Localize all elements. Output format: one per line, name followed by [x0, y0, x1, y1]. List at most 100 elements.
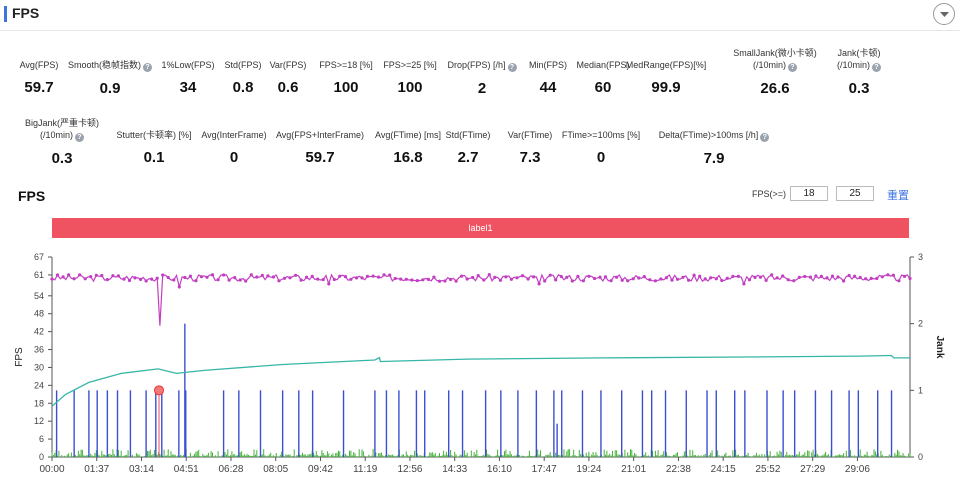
threshold-input-2[interactable]: [836, 186, 874, 201]
x-tick-label: 12:56: [397, 464, 422, 475]
collapse-button[interactable]: [933, 3, 955, 25]
fps-point: [825, 276, 829, 280]
fps-point: [338, 274, 342, 278]
fps-point: [216, 278, 220, 282]
fps-point: [698, 274, 702, 278]
stat-label: Var(FTime): [470, 129, 590, 141]
fps-point: [454, 279, 458, 283]
stat-label-unit: (/10min)?: [2, 129, 122, 142]
cumulative-series: [51, 354, 910, 407]
stat-value: 34: [179, 79, 197, 96]
help-icon[interactable]: ?: [143, 63, 152, 72]
y-left-tick-label: 24: [34, 380, 44, 390]
fps-point: [869, 276, 873, 280]
fps-point: [188, 274, 192, 278]
fps-point: [210, 273, 215, 277]
fps-point: [421, 278, 425, 282]
y-left-axis-label: FPS: [14, 347, 25, 367]
fps-point: [55, 273, 60, 277]
stat-value: 0.8: [232, 79, 254, 96]
fps-point: [327, 282, 331, 286]
fps-point: [94, 273, 98, 277]
help-icon[interactable]: ?: [760, 133, 770, 142]
stat-label: Jank(卡顿): [799, 47, 919, 59]
fps-point: [222, 273, 226, 277]
fps-point: [886, 273, 890, 277]
fps-point: [664, 276, 669, 280]
stat-label-text: Min(FPS): [529, 60, 567, 70]
stat-label-text: SmallJank(微小卡顿): [733, 48, 817, 58]
threshold-input-1[interactable]: [790, 186, 828, 201]
stat-value: 0.1: [143, 149, 165, 166]
y-left-tick-label: 0: [39, 452, 44, 462]
stat-label: Min(FPS): [488, 59, 608, 71]
help-icon[interactable]: ?: [507, 63, 517, 72]
fps-point: [332, 277, 336, 282]
stat-label: FPS>=18 [%]: [286, 59, 406, 71]
stat-stats_row1-0: Avg(FPS) 59.7: [0, 59, 99, 96]
chart-title: FPS: [18, 188, 46, 204]
fps-point: [305, 275, 309, 279]
fps-point: [437, 279, 442, 283]
stat-label: BigJank(严重卡顿): [2, 117, 122, 129]
fps-point: [559, 274, 563, 279]
fps-point: [78, 273, 82, 277]
fps-point: [260, 273, 264, 277]
fps-point: [404, 277, 408, 281]
stat-label: Stutter(卡顿率) [%]: [94, 129, 214, 141]
stat-value: 0.9: [99, 80, 121, 97]
fps-point: [709, 276, 713, 280]
help-icon[interactable]: ?: [872, 63, 881, 72]
x-tick-label: 09:42: [308, 464, 333, 475]
stat-value: 2.7: [457, 149, 479, 166]
y-left-tick-label: 67: [34, 252, 44, 262]
fps-point: [565, 275, 569, 279]
fps-point: [747, 278, 752, 282]
stat-label-unit: (/10min)?: [715, 59, 835, 72]
fps-point: [681, 275, 685, 279]
help-icon[interactable]: ?: [75, 133, 84, 142]
fps-point: [122, 277, 126, 281]
y-right-axis-label: Jank: [934, 336, 945, 359]
fps-point: [72, 277, 76, 281]
fps-point: [543, 279, 547, 283]
fps-point: [360, 276, 364, 280]
reset-link[interactable]: 重置: [887, 190, 909, 202]
fps-point: [897, 279, 901, 283]
threshold-label: FPS(>=): [752, 189, 787, 199]
stat-label: Smooth(稳帧指数)?: [50, 59, 170, 72]
fps-point: [548, 273, 552, 277]
stat-label: Var(FPS): [228, 59, 348, 71]
stat-stats_row2-0: BigJank(严重卡顿) (/10min)? 0.3: [2, 117, 122, 167]
x-tick-label: 11:19: [353, 464, 378, 475]
fps-point: [532, 275, 536, 279]
stat-value: 0: [229, 149, 239, 166]
fps-point: [399, 277, 403, 281]
stat-label-text: Avg(FPS): [19, 60, 59, 70]
label-bar[interactable]: label1: [52, 218, 909, 238]
stat-label-text: Std(FPS): [224, 60, 262, 70]
small-jank-series: [51, 449, 911, 457]
stat-label-text: FTime>=100ms [%]: [561, 130, 641, 140]
fps-point: [653, 279, 658, 283]
help-icon[interactable]: ?: [788, 63, 797, 72]
fps-point: [371, 274, 375, 278]
fps-point: [520, 274, 525, 278]
fps-point: [615, 275, 619, 279]
stat-stats_row1-11: SmallJank(微小卡顿) (/10min)? 26.6: [715, 47, 835, 97]
fps-series-line: [51, 273, 911, 326]
stat-value: 26.6: [760, 80, 790, 97]
y-right-tick-label: 2: [918, 319, 923, 329]
fps-point: [61, 275, 65, 279]
stat-label: SmallJank(微小卡顿): [715, 47, 835, 59]
fps-point: [288, 276, 292, 280]
fps-point: [659, 277, 663, 281]
x-tick-label: 25:52: [755, 464, 780, 475]
fps-point: [498, 278, 502, 282]
stat-stats_row2-5: Std(FTime) 2.7: [408, 129, 528, 166]
fps-point: [819, 274, 824, 278]
fps-point: [847, 273, 851, 278]
stat-stats_row1-5: FPS>=18 [%] 100: [286, 59, 406, 96]
stat-label: 1%Low(FPS): [128, 59, 248, 71]
